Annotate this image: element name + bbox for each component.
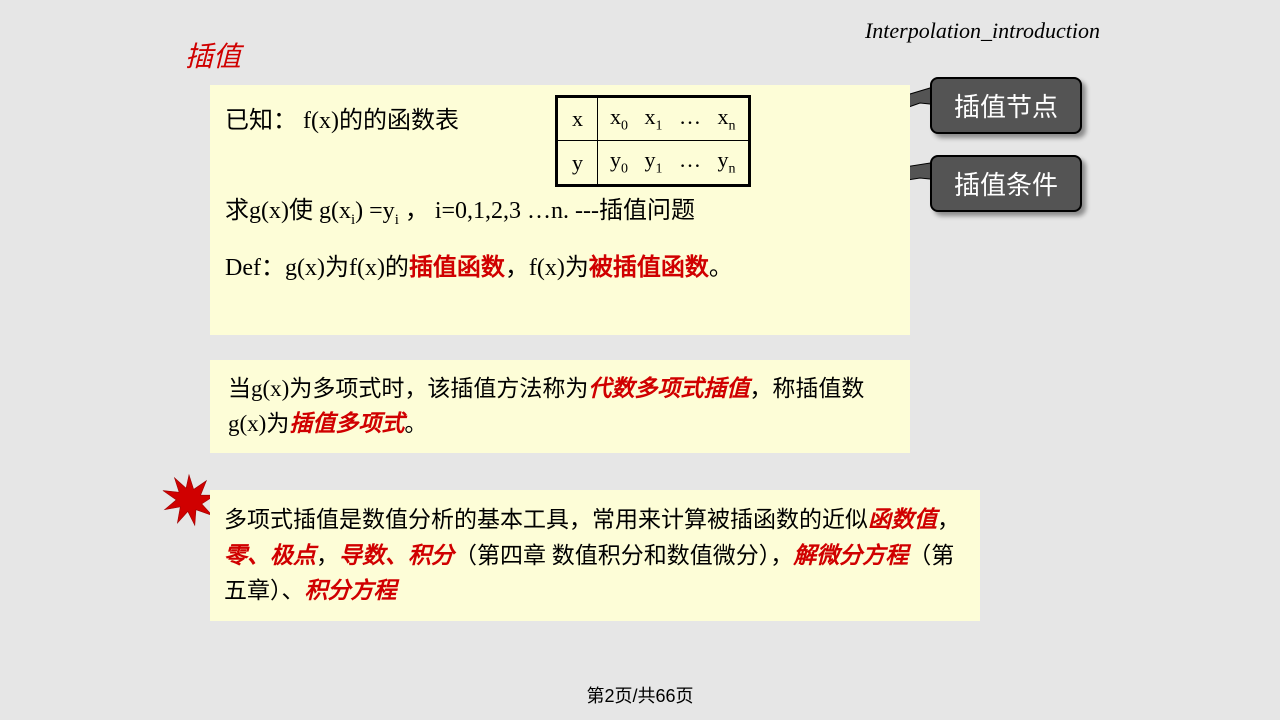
page-number: 第2页/共66页 xyxy=(586,682,693,708)
definition-box-2: 当g(x)为多项式时，该插值方法称为代数多项式插值，称插值数g(x)为插值多项式… xyxy=(210,360,910,453)
callout-interpolation-nodes: 插值节点 xyxy=(930,77,1082,134)
table-cell-y-label: y xyxy=(558,141,598,184)
slide-title: 插值 xyxy=(185,35,241,75)
box1-line3: Def：g(x)为f(x)的插值函数，f(x)为被插值函数。 xyxy=(225,247,895,282)
table-cell-x-values: x0 x1 … xn xyxy=(598,98,749,141)
table-cell-y-values: y0 y1 … yn xyxy=(598,141,749,184)
box1-line2: 求g(x)使 g(xi) =yi ， i=0,1,2,3 …n. ---插值问题 xyxy=(225,190,895,229)
header-english: Interpolation_introduction xyxy=(865,18,1100,44)
summary-box: 多项式插值是数值分析的基本工具，常用来计算被插函数的近似函数值，零、极点，导数、… xyxy=(210,490,980,621)
table-cell-x-label: x xyxy=(558,98,598,141)
definition-box-1: 已知： f(x)的的函数表 x x0 x1 … xn y y0 y1 … xyxy=(210,85,910,335)
callout-interpolation-conditions: 插值条件 xyxy=(930,155,1082,212)
function-table: x x0 x1 … xn y y0 y1 … yn xyxy=(555,95,751,187)
